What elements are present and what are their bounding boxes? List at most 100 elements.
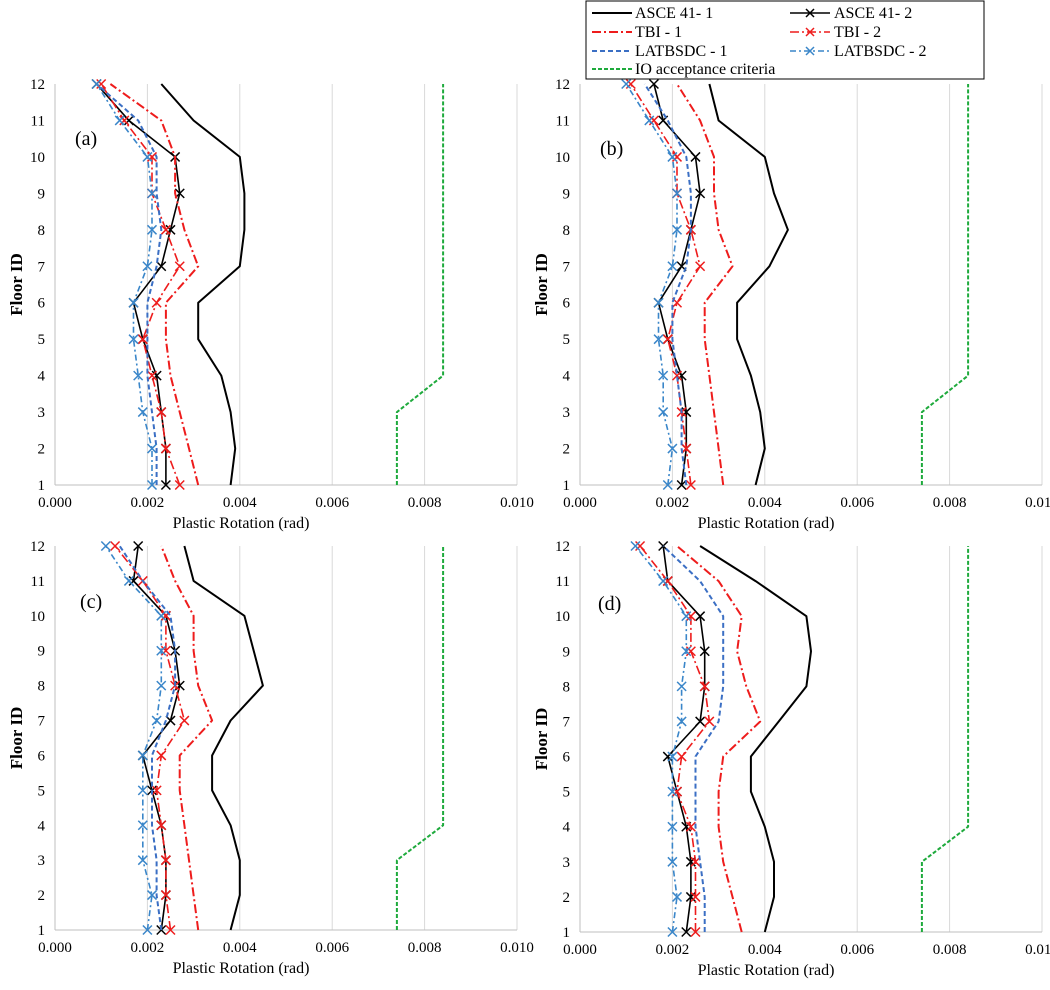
series-io-acceptance-criteria: [395, 84, 445, 485]
data-point-marker: [146, 224, 158, 235]
y-tick-label: 9: [563, 644, 571, 660]
y-tick-label: 12: [555, 539, 570, 555]
y-tick-label: 1: [563, 925, 571, 941]
data-point-marker: [137, 855, 148, 866]
series-line: [395, 546, 445, 930]
data-point-marker: [681, 611, 692, 622]
y-tick-label: 4: [563, 820, 571, 836]
y-tick-label: 10: [555, 609, 570, 625]
data-point-marker: [676, 751, 687, 762]
data-point-marker: [685, 891, 696, 902]
series-latbsdc-1: [662, 545, 725, 932]
x-tick-label: 0.006: [840, 942, 874, 958]
data-point-marker: [142, 261, 153, 272]
series-tbi-1: [676, 545, 762, 933]
y-tick-label: 5: [38, 332, 46, 348]
series-line: [662, 545, 725, 932]
data-point-marker: [671, 224, 683, 235]
y-tick-label: 2: [563, 890, 571, 906]
series-tbi-1: [160, 545, 214, 931]
data-point-marker: [662, 576, 673, 587]
y-axis-title: Floor ID: [7, 253, 26, 316]
data-point-marker: [667, 151, 678, 162]
data-point-marker: [676, 479, 687, 491]
data-point-marker: [681, 407, 692, 418]
y-tick-label: 2: [38, 888, 46, 904]
data-point-marker: [685, 856, 696, 867]
series-latbsdc-2: [630, 540, 692, 938]
data-point-marker: [123, 575, 134, 586]
legend-item-latbsdc-1: LATBSDC - 1: [592, 43, 727, 60]
series-line: [639, 545, 711, 932]
y-tick-label: 8: [38, 679, 46, 695]
data-point-marker: [695, 716, 706, 727]
y-tick-label: 3: [38, 405, 46, 421]
data-point-marker: [685, 479, 696, 491]
series-latbsdc-2: [100, 540, 167, 936]
data-point-marker: [151, 370, 162, 381]
series-io-acceptance-criteria: [920, 546, 970, 932]
series-line: [95, 83, 153, 485]
series-latbsdc-2: [621, 78, 683, 491]
y-tick-label: 4: [563, 369, 571, 385]
panel-label: (d): [598, 593, 621, 615]
data-point-marker: [699, 681, 710, 692]
series-tbi-1: [676, 83, 734, 486]
x-axis-title: Plastic Rotation (rad): [173, 960, 310, 977]
y-tick-label: 8: [563, 223, 571, 239]
series-latbsdc-1: [118, 545, 177, 931]
panel-label: (c): [80, 591, 102, 613]
data-point-marker: [658, 370, 669, 381]
series-line: [625, 83, 678, 486]
y-tick-label: 2: [563, 442, 571, 458]
series-line: [630, 83, 701, 486]
panel-b: 0.0000.0020.0040.0060.0080.0101234567891…: [532, 77, 1050, 532]
x-tick-label: 0.006: [840, 495, 874, 511]
y-tick-label: 5: [563, 785, 571, 801]
data-point-marker: [146, 479, 158, 491]
y-tick-label: 12: [30, 539, 45, 555]
series-line: [105, 545, 163, 931]
x-tick-label: 0.010: [500, 495, 534, 511]
legend-item-asce41-2: ASCE 41- 2: [790, 5, 912, 22]
panel-a: 0.000 0.002 0.004 0.006 0.008 0.0101234567891…: [7, 77, 534, 532]
data-point-marker: [690, 926, 701, 938]
y-tick-label: 11: [31, 113, 45, 129]
series-tbi-2: [635, 540, 715, 938]
series-asce-41-2: [91, 78, 185, 491]
data-point-marker: [648, 78, 659, 90]
data-point-marker: [690, 856, 701, 867]
data-point-marker: [91, 78, 102, 90]
series-line: [95, 83, 163, 485]
data-point-marker: [690, 891, 701, 902]
data-point-marker: [621, 78, 632, 90]
series-latbsdc-2: [91, 78, 158, 491]
data-point-marker: [685, 611, 696, 622]
data-point-marker: [133, 540, 144, 552]
data-point-marker: [128, 297, 139, 308]
legend-item-asce41-1: ASCE 41- 1: [592, 5, 713, 22]
y-tick-label: 8: [563, 679, 571, 695]
panel-label: (a): [75, 128, 97, 150]
panel-c: 0.000 0.002 0.004 0.006 0.008 0.0101234567891…: [7, 539, 534, 977]
x-tick-label: 0.006: [315, 940, 349, 956]
series-line: [160, 545, 214, 931]
series-tbi-2: [96, 78, 185, 491]
series-line: [395, 84, 445, 485]
series-tbi-2: [625, 78, 706, 491]
x-tick-label: 0.004: [748, 495, 782, 511]
y-tick-label: 9: [563, 186, 571, 202]
data-point-marker: [156, 261, 167, 272]
x-axis-title: Plastic Rotation (rad): [698, 962, 835, 979]
data-point-marker: [160, 855, 171, 866]
y-axis-title: Floor ID: [532, 708, 551, 771]
data-point-marker: [128, 334, 139, 345]
y-tick-label: 6: [563, 296, 571, 312]
data-point-marker: [667, 786, 678, 797]
x-axis-title: Plastic Rotation (rad): [698, 515, 835, 532]
data-point-marker: [644, 115, 655, 126]
data-point-marker: [156, 750, 167, 761]
data-point-marker: [685, 646, 696, 657]
data-point-marker: [142, 924, 153, 936]
